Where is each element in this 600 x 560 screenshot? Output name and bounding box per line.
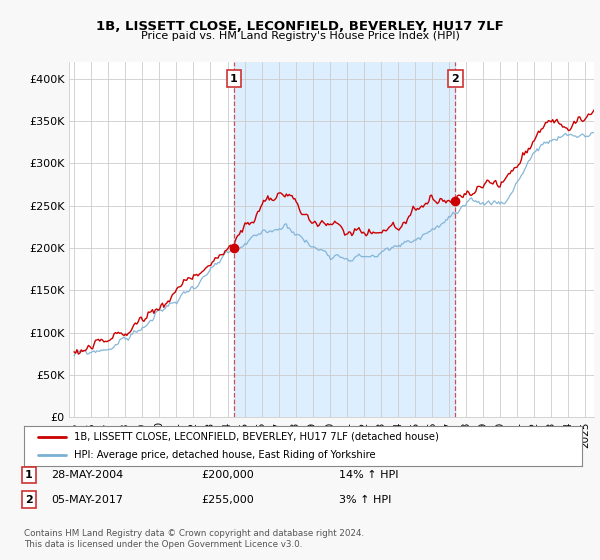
Text: HPI: Average price, detached house, East Riding of Yorkshire: HPI: Average price, detached house, East… bbox=[74, 450, 376, 460]
Text: Price paid vs. HM Land Registry's House Price Index (HPI): Price paid vs. HM Land Registry's House … bbox=[140, 31, 460, 41]
Text: 1B, LISSETT CLOSE, LECONFIELD, BEVERLEY, HU17 7LF (detached house): 1B, LISSETT CLOSE, LECONFIELD, BEVERLEY,… bbox=[74, 432, 439, 442]
Text: Contains HM Land Registry data © Crown copyright and database right 2024.
This d: Contains HM Land Registry data © Crown c… bbox=[24, 529, 364, 549]
Text: 3% ↑ HPI: 3% ↑ HPI bbox=[339, 494, 391, 505]
Text: 05-MAY-2017: 05-MAY-2017 bbox=[51, 494, 123, 505]
Bar bbox=[234, 62, 455, 417]
Text: 2: 2 bbox=[25, 494, 32, 505]
Text: 14% ↑ HPI: 14% ↑ HPI bbox=[339, 470, 398, 480]
Text: 28-MAY-2004: 28-MAY-2004 bbox=[51, 470, 123, 480]
Text: 1: 1 bbox=[230, 73, 238, 83]
Text: 1: 1 bbox=[25, 470, 32, 480]
Text: £200,000: £200,000 bbox=[201, 470, 254, 480]
Text: £255,000: £255,000 bbox=[201, 494, 254, 505]
Text: 2: 2 bbox=[452, 73, 459, 83]
Text: 1B, LISSETT CLOSE, LECONFIELD, BEVERLEY, HU17 7LF: 1B, LISSETT CLOSE, LECONFIELD, BEVERLEY,… bbox=[96, 20, 504, 32]
